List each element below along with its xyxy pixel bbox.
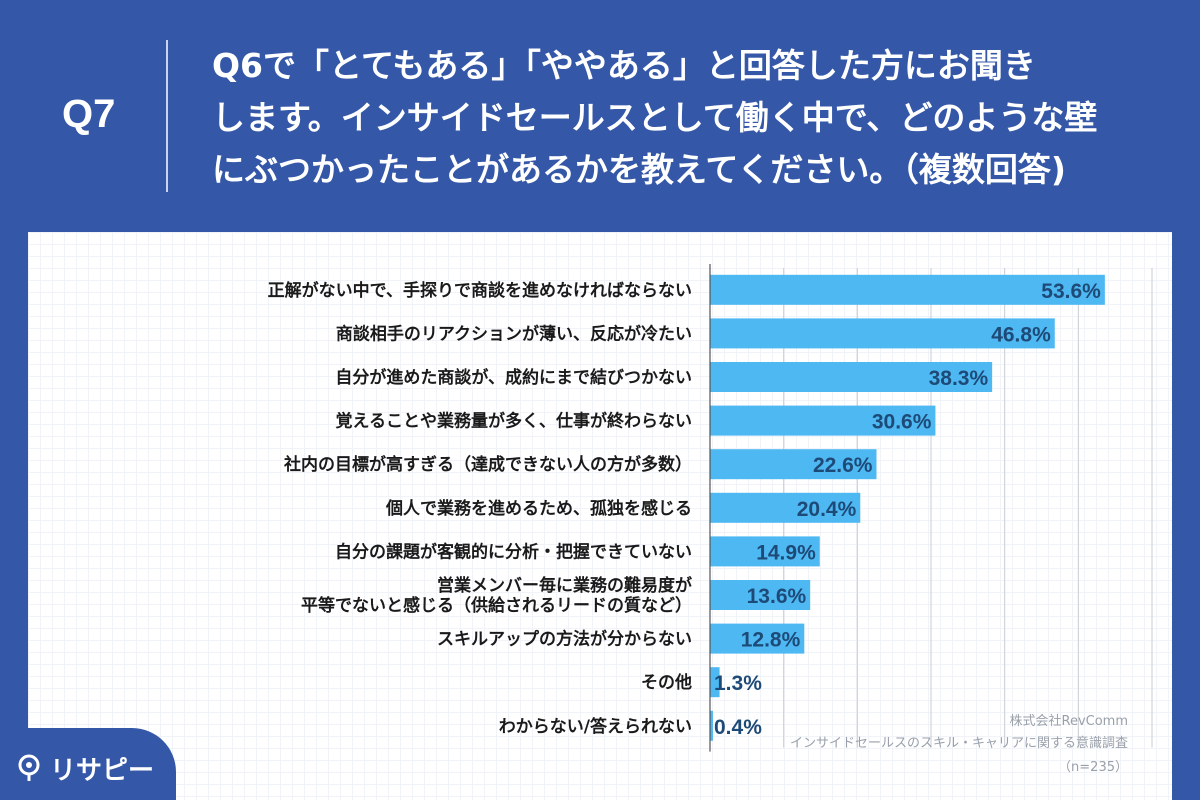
value-label: 1.3% xyxy=(714,672,762,695)
bar xyxy=(710,449,877,480)
header-divider xyxy=(166,40,168,192)
category-label: わからない/答えられない xyxy=(499,716,692,737)
category-label: 社内の目標が高すぎる（達成できない人の方が多数） xyxy=(283,454,692,475)
category-label: その他 xyxy=(641,672,692,693)
pin-icon xyxy=(18,754,40,781)
logo-text: リサピー xyxy=(50,756,155,786)
value-label: 0.4% xyxy=(714,716,762,739)
value-label: 38.3% xyxy=(929,367,989,390)
category-label: 自分の課題が客観的に分析・把握できていない xyxy=(335,541,692,562)
value-label: 14.9% xyxy=(756,541,816,564)
bar xyxy=(710,492,861,523)
chart-panel: 正解がない中で、手探りで商談を進めなければならない 53.6% 商談相手のリアクショ… xyxy=(28,232,1172,800)
question-text: Q6で「とてもある」「ややある」と回答した方にお聞き します。インサイドセールス… xyxy=(212,40,1172,196)
value-label: 30.6% xyxy=(872,411,932,434)
question-line: Q6で「とてもある」「ややある」と回答した方にお聞き xyxy=(212,46,1036,85)
category-label: 営業メンバー毎に業務の難易度が xyxy=(437,575,692,596)
value-label: 12.8% xyxy=(741,629,801,652)
category-label: スキルアップの方法が分からない xyxy=(437,629,692,650)
value-label: 46.8% xyxy=(991,323,1051,346)
bar xyxy=(710,623,805,654)
bar xyxy=(710,318,1055,349)
category-label: 個人で業務を進めるため、孤独を感じる xyxy=(385,498,692,519)
question-number: Q7 xyxy=(62,92,116,136)
bar xyxy=(710,710,713,741)
value-label: 13.6% xyxy=(747,585,807,608)
bar xyxy=(710,274,1105,305)
value-label: 53.6% xyxy=(1041,280,1101,303)
logo: リサピー xyxy=(0,728,176,800)
source-survey: インサイドセールスのスキル・キャリアに関する意識調査 xyxy=(789,736,1128,751)
bar xyxy=(710,667,720,698)
category-label: 平等でないと感じる（供給されるリードの質など） xyxy=(301,595,692,616)
source-company: 株式会社RevComm xyxy=(1009,714,1129,729)
bar xyxy=(710,405,936,436)
bar xyxy=(710,536,820,567)
category-label: 商談相手のリアクションが薄い、反応が冷たい xyxy=(336,323,692,344)
category-label: 覚えることや業務量が多く、仕事が終わらない xyxy=(336,411,693,432)
category-label: 自分が進めた商談が、成約にまで結びつかない xyxy=(335,367,692,388)
header: Q7 Q6で「とてもある」「ややある」と回答した方にお聞き します。インサイドセ… xyxy=(0,0,1200,228)
source-sample-size: （n=235） xyxy=(1058,760,1128,775)
bar xyxy=(710,580,811,610)
bar-chart: 正解がない中で、手探りで商談を進めなければならない 53.6% 商談相手のリアクショ… xyxy=(268,264,1153,752)
question-line: にぶつかったことがあるかを教えてください。（複数回答) xyxy=(212,150,1066,189)
category-label: 正解がない中で、手探りで商談を進めなければならない xyxy=(268,280,692,301)
value-label: 22.6% xyxy=(813,454,873,477)
question-line: します。インサイドセールスとして働く中で、どのような壁 xyxy=(212,98,1098,137)
bar xyxy=(710,362,993,392)
value-label: 20.4% xyxy=(797,498,857,521)
